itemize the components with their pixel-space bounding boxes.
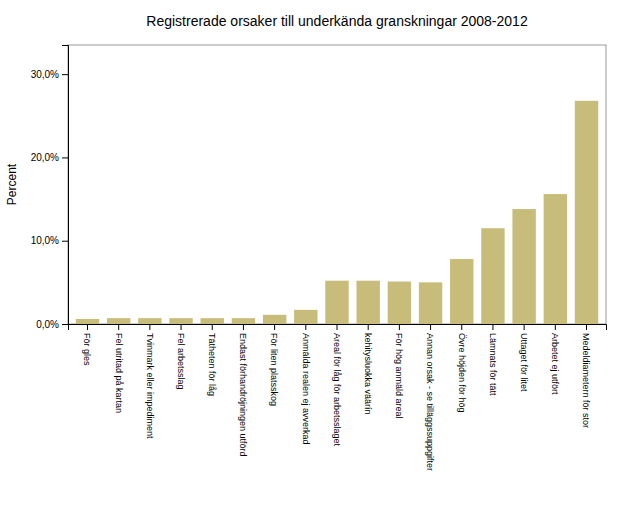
y-tick-label: 10,0% [31,235,59,246]
bar [356,281,379,324]
bar [419,282,442,324]
y-tick-mark [62,157,68,158]
y-tick: 10,0% [31,235,68,246]
bar [450,259,473,324]
x-tick: Annan orsak - se tilläggssuppgifter [425,324,435,471]
x-tick-label: Anmälda realen ej avverkad [301,333,311,445]
x-tick: Endast förhandröjningen utförd [238,324,248,457]
y-tick-mark [62,74,68,75]
y-tick-label: 20,0% [31,152,59,163]
bar [481,228,504,324]
x-tick: Fel arbetsslag [176,324,186,390]
x-tick-label: Tätheten för låg [207,333,217,396]
x-tick-label: Fel arbetsslag [176,333,186,390]
y-axis-line [62,46,69,325]
x-axis: För gles Fel utritad på kartan Tvinmark el… [69,324,607,471]
x-tick: Tätheten för låg [207,324,217,396]
y-tick: 20,0% [31,152,68,163]
x-tick-label: Areal för låg för arbetsslaget [332,333,342,447]
bar [169,318,192,324]
x-tick-mark [149,324,150,330]
y-tick-mark [62,241,68,242]
x-tick-mark [181,324,182,330]
bar [76,319,99,324]
bar [512,209,535,324]
x-tick-label: För gles [82,333,92,366]
x-tick-label: Fel utritad på kartan [114,333,124,413]
x-tick-mark [337,324,338,330]
x-tick: kehitysluokka väärín [363,324,373,415]
x-tick-label: Endast förhandröjningen utförd [238,333,248,457]
x-tick: Anmälda realen ej avverkad [301,324,311,445]
x-tick: Tvinmark eller impediment [145,324,155,439]
plot: 0,0% 10,0% 20,0% 30,0% För gles Fel utritad p… [31,45,607,471]
title: Registrerade orsaker till underkända gra… [146,13,528,29]
chart-svg: 0,0% 10,0% 20,0% 30,0% För gles Fel utritad p… [0,0,626,509]
bar [388,282,411,324]
x-tick-label: För hög anmäld areal [394,333,404,419]
x-tick: Areal för låg för arbetsslaget [332,324,342,447]
x-tick-mark [399,324,400,330]
x-tick-label: kehitysluokka väärín [363,333,373,415]
x-tick-label: Annan orsak - se tilläggssuppgifter [425,333,435,471]
x-tick-label: För liten platsskog [269,333,279,406]
bar [294,310,317,324]
x-tick-label: Arbetet ej utfört [550,333,560,395]
x-tick-mark [274,324,275,330]
x-tick-mark [461,324,462,330]
y-tick-mark [62,324,68,325]
bar [544,194,567,324]
x-tick: Uttaget för litet [519,324,529,392]
x-tick: För liten platsskog [269,324,279,406]
x-tick: För gles [82,324,92,366]
bar [138,318,161,324]
x-tick-mark [430,324,431,330]
chart-container: 0,0% 10,0% 20,0% 30,0% För gles Fel utritad p… [0,0,626,509]
x-tick-label: Uttaget för litet [519,333,529,392]
bar [575,101,598,324]
x-tick-mark [118,324,119,330]
x-tick: Arbetet ej utfört [550,324,560,395]
bar [107,318,130,324]
bars [76,101,598,324]
x-tick: Övre höjden för hög [457,324,467,413]
y-tick: 0,0% [36,319,68,330]
x-tick-label: Lämnats för tätt [488,333,498,396]
bar [201,318,224,324]
x-tick-mark [87,324,88,330]
x-axis-line [69,325,607,331]
y-axis-title: Percent [5,163,19,205]
y-tick: 30,0% [31,69,68,80]
x-tick-mark [555,324,556,330]
x-tick-mark [524,324,525,330]
x-tick: Fel utritad på kartan [114,324,124,413]
x-tick: Medeldiametern för stor [581,324,591,428]
bar [232,318,255,324]
x-tick: För hög anmäld areal [394,324,404,419]
y-axis: 0,0% 10,0% 20,0% 30,0% [31,46,69,330]
x-tick-mark [586,324,587,330]
x-tick-label: Tvinmark eller impediment [145,333,155,439]
x-tick-mark [212,324,213,330]
y-tick-label: 0,0% [36,319,59,330]
x-tick: Lämnats för tätt [488,324,498,396]
y-tick-label: 30,0% [31,69,59,80]
x-tick-mark [243,324,244,330]
x-tick-label: Övre höjden för hög [457,333,467,413]
x-tick-mark [305,324,306,330]
x-tick-label: Medeldiametern för stor [581,333,591,428]
bar [263,315,286,324]
x-tick-mark [492,324,493,330]
x-tick-mark [368,324,369,330]
plot-frame [68,45,606,324]
bar [325,281,348,324]
